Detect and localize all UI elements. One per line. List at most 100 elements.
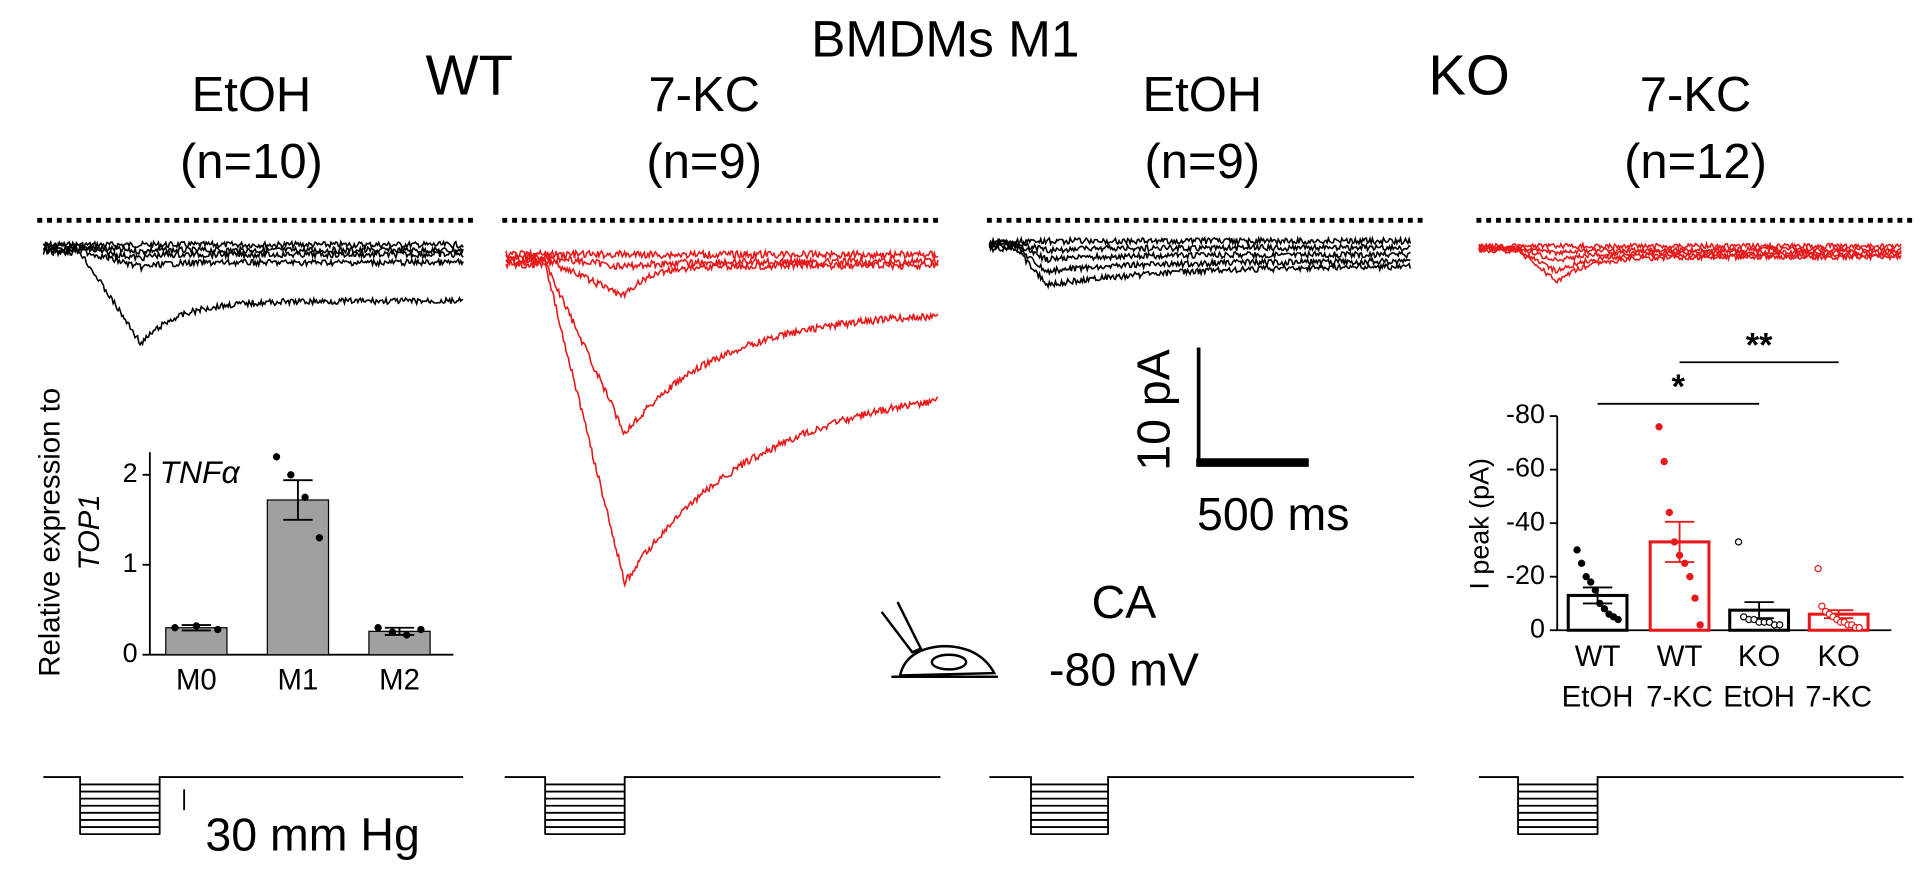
- trace: [43, 239, 464, 251]
- bar: [266, 499, 330, 656]
- significance-label: **: [1746, 327, 1773, 365]
- x-tick-label: M1: [278, 663, 319, 696]
- scale-time: 500 ms: [1197, 488, 1350, 540]
- scale-bar: [1196, 347, 1309, 467]
- step: [504, 776, 941, 835]
- holding-label: -80 mV: [1049, 643, 1199, 695]
- trace: [505, 256, 939, 436]
- trace: [505, 258, 939, 589]
- x-tick-label: WT: [1575, 640, 1621, 673]
- n-count: (n=12): [1624, 135, 1767, 189]
- data-point: [1587, 578, 1595, 586]
- mode-label: CA: [1092, 576, 1157, 628]
- trace: [505, 253, 939, 300]
- data-point: [1734, 538, 1743, 546]
- trace: [42, 247, 464, 347]
- trace: [505, 251, 939, 272]
- y-tick-label: 1: [123, 548, 138, 578]
- data-point: [1818, 602, 1826, 610]
- data-point: [1660, 457, 1668, 466]
- x-tick-label: EtOH: [1723, 681, 1795, 714]
- group-label: WT: [426, 43, 514, 106]
- group-label: KO: [1428, 43, 1509, 106]
- trace: [1478, 240, 1902, 251]
- y-label: I peak (pA): [1464, 458, 1494, 590]
- n-count: (n=9): [646, 135, 762, 189]
- trace: [42, 241, 464, 256]
- trace: [42, 244, 464, 274]
- x-tick-label: 7-KC: [1805, 681, 1872, 714]
- data-point: [1665, 508, 1673, 517]
- trace: [988, 243, 1412, 290]
- x-tick-label: 7-KC: [1646, 681, 1713, 714]
- trace: [988, 240, 1411, 277]
- trace: [1478, 244, 1902, 263]
- data-point: [1614, 615, 1622, 624]
- x-tick-label: M2: [379, 663, 420, 696]
- trace: [42, 243, 464, 263]
- data-point: [1670, 538, 1679, 546]
- data-point: [192, 622, 201, 630]
- data-point: [1696, 621, 1704, 629]
- y-tick-label: 2: [123, 458, 138, 488]
- data-point: [1855, 623, 1863, 632]
- y-label: Relative expression to: [34, 388, 67, 677]
- data-point: [272, 453, 281, 461]
- data-point: [1814, 565, 1822, 573]
- data-point: [1691, 594, 1699, 602]
- data-point: [287, 471, 295, 479]
- error-bar: [283, 479, 313, 521]
- patch-icon: [880, 601, 998, 678]
- trace: [505, 247, 939, 262]
- charts: 0 1 2 M0 M1 M2 TNFα Relative expression to TOP1 0…: [34, 327, 1892, 714]
- condition: EtOH: [1142, 68, 1262, 122]
- y-tick-label: -20: [1506, 560, 1545, 590]
- figure-title: BMDMs M1: [811, 9, 1079, 67]
- data-point: [1655, 423, 1663, 431]
- x-tick-label: EtOH: [1562, 681, 1634, 714]
- x-tick-label: M0: [176, 663, 217, 696]
- y-tick-label: 0: [123, 638, 138, 668]
- data-point: [1675, 551, 1684, 559]
- data-point: [417, 625, 425, 634]
- data-point: [374, 624, 382, 632]
- y-tick-label: -40: [1506, 506, 1545, 536]
- data-point: [1591, 586, 1599, 594]
- x-tick-label: KO: [1738, 640, 1780, 673]
- trace: [988, 235, 1412, 248]
- step: [43, 776, 464, 835]
- x-tick-label: WT: [1657, 640, 1703, 673]
- data-point: [301, 493, 309, 501]
- trace: [988, 237, 1411, 256]
- trace: [988, 239, 1411, 264]
- data-point: [1681, 559, 1689, 567]
- pressure-steps: [43, 776, 1904, 836]
- scale-current: 10 pA: [1127, 349, 1179, 471]
- step: [989, 776, 1415, 835]
- y-tick-label: -80: [1506, 399, 1545, 429]
- gene-label: TNFα: [160, 454, 241, 490]
- data-point: [1577, 559, 1586, 567]
- condition: 7-KC: [648, 68, 760, 122]
- bar: [1648, 540, 1711, 632]
- data-point: [1573, 546, 1581, 554]
- data-point: [1776, 621, 1784, 629]
- step: [1478, 776, 1904, 835]
- y-tick-label: 0: [1530, 613, 1545, 643]
- pressure-label: 30 mm Hg: [205, 809, 419, 861]
- data-point: [1596, 599, 1604, 608]
- data-point: [171, 624, 179, 632]
- y-tick-label: -60: [1506, 453, 1545, 483]
- n-count: (n=10): [180, 135, 323, 189]
- significance-label: *: [1672, 368, 1686, 406]
- data-point: [402, 631, 411, 639]
- x-tick-label: KO: [1817, 640, 1859, 673]
- condition: EtOH: [192, 68, 312, 122]
- data-point: [315, 534, 324, 542]
- y-label: TOP1: [73, 494, 106, 570]
- data-point: [214, 625, 222, 634]
- data-point: [1600, 605, 1609, 613]
- trace: [1478, 247, 1902, 284]
- data-point: [1686, 573, 1694, 581]
